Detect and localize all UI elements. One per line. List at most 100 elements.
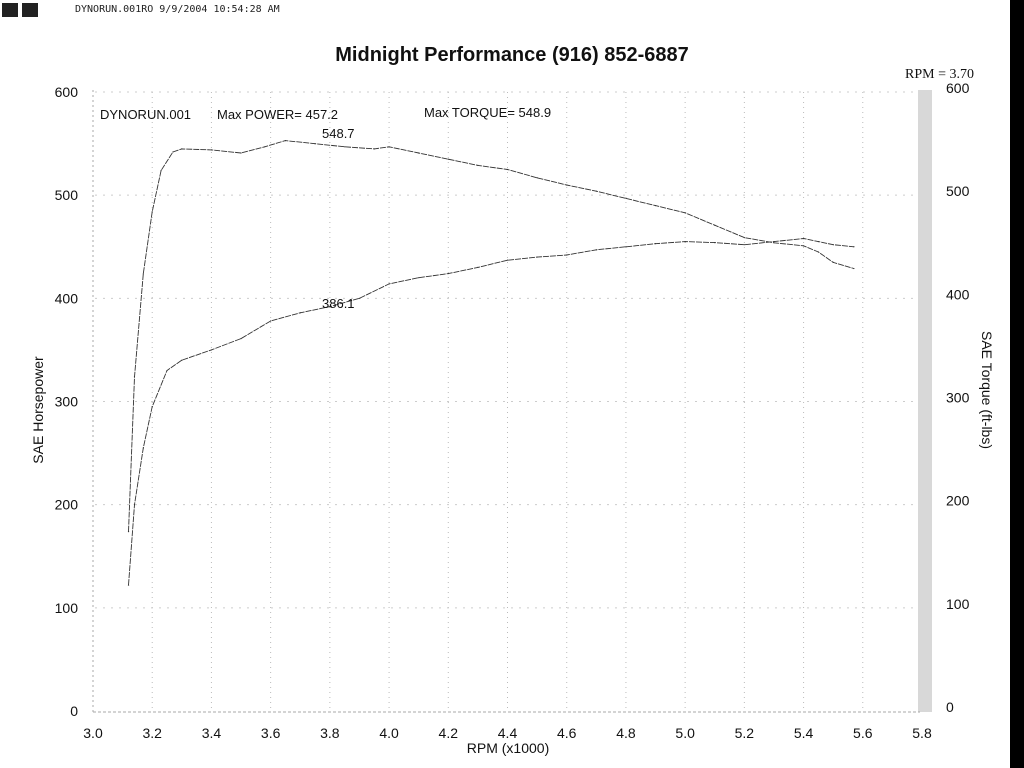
y-tick-label: 300 <box>55 394 79 410</box>
y-tick-label: 500 <box>55 187 79 203</box>
torque-point <box>477 164 479 166</box>
power-point <box>743 244 745 246</box>
torque-point <box>595 190 597 192</box>
torque-point <box>314 143 316 145</box>
x-tick-label: 5.2 <box>735 725 755 741</box>
y-right-tick-label: 400 <box>946 286 970 302</box>
power-point <box>210 349 213 351</box>
power-point <box>595 249 597 251</box>
y-tick-label: 400 <box>55 290 79 306</box>
power-point <box>477 266 479 268</box>
power-point <box>299 312 301 314</box>
x-tick-label: 3.0 <box>83 725 103 741</box>
torque-point <box>418 152 420 154</box>
rpm-note: RPM = 3.70 <box>905 67 974 82</box>
power-point <box>536 256 538 258</box>
torque-point <box>714 224 716 226</box>
power-point <box>654 243 657 245</box>
torque-point <box>160 169 162 172</box>
y-axis-right-label: SAE Torque (ft-lbs) <box>979 331 995 449</box>
power-line <box>128 238 854 586</box>
torque-point <box>506 168 509 171</box>
torque-point <box>536 177 538 179</box>
power-point <box>566 254 568 256</box>
torque-point <box>172 151 174 153</box>
y-right-tick-label: 500 <box>946 183 970 199</box>
power-point <box>817 240 819 243</box>
x-tick-label: 5.8 <box>912 725 932 741</box>
torque-point <box>773 242 775 244</box>
power-point <box>832 244 834 246</box>
power-point <box>684 240 686 243</box>
torque-point <box>151 211 153 213</box>
torque-point-label: 548.7 <box>322 126 355 141</box>
y-tick-label: 200 <box>55 497 79 513</box>
power-point-label: 386.1 <box>322 296 355 311</box>
torque-point <box>127 531 130 533</box>
x-tick-label: 5.0 <box>675 725 695 741</box>
annotation-max-power: Max POWER= 457.2 <box>217 107 338 122</box>
power-point <box>329 305 331 308</box>
torque-point <box>743 236 745 239</box>
x-axis-label: RPM (x1000) <box>467 740 549 756</box>
torque-point <box>264 146 266 148</box>
x-tick-label: 3.2 <box>142 725 162 741</box>
torque-point <box>566 184 568 186</box>
torque-point <box>654 205 657 207</box>
torque-point <box>142 273 144 275</box>
annotation-max-torque: Max TORQUE= 548.9 <box>424 105 551 120</box>
x-tick-label: 3.6 <box>261 725 281 741</box>
y-tick-label: 0 <box>70 703 78 719</box>
x-tick-label: 4.2 <box>439 725 459 741</box>
torque-point <box>817 251 819 253</box>
power-point <box>166 369 168 372</box>
power-point <box>133 504 136 506</box>
torque-point <box>284 140 287 142</box>
torque-point <box>373 148 375 150</box>
y-tick-label: 600 <box>55 84 79 100</box>
file-info: DYNORUN.001RO 9/9/2004 10:54:28 AM <box>75 4 280 15</box>
power-point <box>240 337 242 340</box>
scan-border <box>1010 0 1024 768</box>
x-tick-label: 5.4 <box>794 725 814 741</box>
torque-point <box>240 152 242 154</box>
torque-point <box>447 158 449 160</box>
power-point <box>506 259 509 261</box>
power-point <box>181 359 183 361</box>
power-point <box>142 447 144 449</box>
torque-point <box>853 267 855 270</box>
y-axis-label: SAE Horsepower <box>30 356 46 464</box>
power-point <box>270 320 272 322</box>
torque-point <box>802 245 805 247</box>
power-point <box>418 277 420 279</box>
right-axis-band <box>918 90 932 712</box>
torque-point <box>344 146 346 148</box>
power-point <box>714 242 716 244</box>
power-point <box>447 272 449 275</box>
y-right-tick-label: 300 <box>946 390 970 406</box>
torque-point <box>625 197 627 199</box>
power-point <box>127 584 130 586</box>
torque-point <box>181 148 183 150</box>
torque-line <box>128 140 855 532</box>
y-right-tick-label: 0 <box>946 699 954 715</box>
torque-point <box>210 149 213 151</box>
torque-point <box>832 261 834 263</box>
x-tick-label: 4.6 <box>557 725 577 741</box>
torque-point <box>388 146 390 148</box>
x-tick-label: 3.4 <box>202 725 222 741</box>
torque-point <box>684 212 686 214</box>
x-tick-label: 4.0 <box>379 725 399 741</box>
power-point <box>151 406 153 408</box>
chart-title: Midnight Performance (916) 852-6887 <box>335 44 689 66</box>
power-point <box>358 297 361 299</box>
x-tick-label: 4.4 <box>498 725 518 741</box>
power-point <box>773 240 775 243</box>
scan-mark-icon <box>22 3 38 17</box>
y-right-tick-label: 200 <box>946 493 970 509</box>
scan-mark-icon <box>2 3 18 17</box>
power-point <box>802 237 805 240</box>
x-tick-label: 4.8 <box>616 725 636 741</box>
y-right-tick-label: 600 <box>946 80 970 96</box>
